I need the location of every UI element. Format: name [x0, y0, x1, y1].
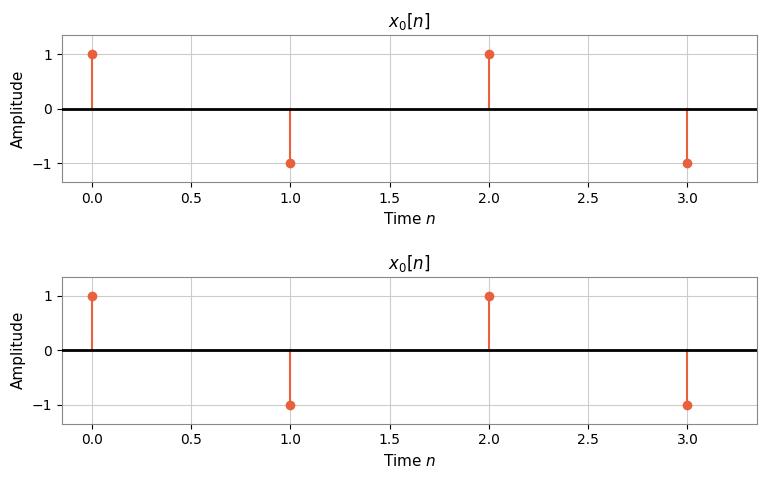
Y-axis label: Amplitude: Amplitude	[11, 311, 26, 389]
Title: $x_0[n]$: $x_0[n]$	[389, 11, 431, 32]
Y-axis label: Amplitude: Amplitude	[11, 70, 26, 148]
X-axis label: Time $n$: Time $n$	[382, 212, 436, 228]
X-axis label: Time $n$: Time $n$	[382, 453, 436, 469]
Title: $x_0[n]$: $x_0[n]$	[389, 252, 431, 274]
